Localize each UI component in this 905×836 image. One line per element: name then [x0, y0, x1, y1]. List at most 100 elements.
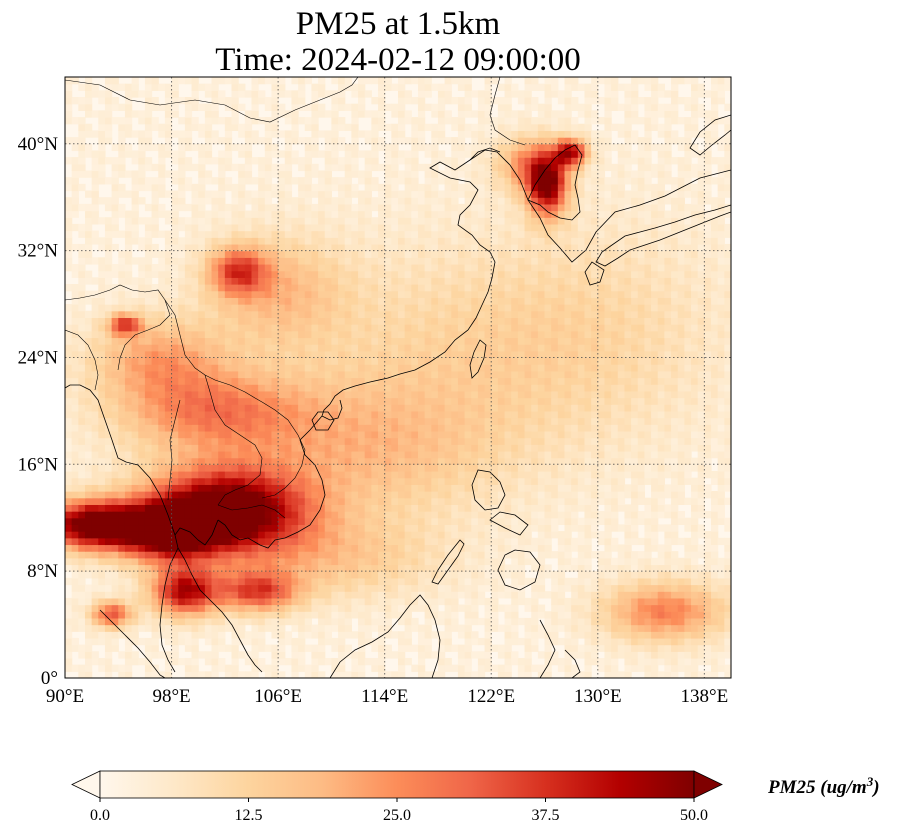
field-cell — [251, 671, 259, 678]
field-cell — [331, 537, 339, 546]
field-cell — [724, 457, 731, 465]
field-cell — [631, 464, 639, 472]
field-cell — [238, 651, 246, 659]
field-cell — [211, 537, 219, 546]
field-cell — [131, 370, 139, 379]
field-cell — [497, 397, 506, 405]
field-cell — [304, 664, 313, 672]
field-cell — [151, 430, 159, 439]
title-line-2: Time: 2024-02-12 09:00:00 — [215, 42, 581, 78]
field-cell — [104, 437, 113, 445]
field-cell — [104, 390, 113, 399]
field-cell — [577, 584, 586, 592]
field-cell — [271, 604, 279, 612]
field-cell — [251, 464, 259, 472]
field-cell — [218, 497, 226, 505]
field-cell — [258, 404, 266, 412]
field-cell — [484, 517, 492, 526]
field-cell — [564, 364, 572, 372]
field-cell — [591, 477, 599, 485]
field-cell — [178, 564, 186, 572]
field-cell — [124, 404, 133, 412]
field-cell — [684, 424, 692, 432]
field-cell — [278, 597, 286, 606]
field-cell — [191, 591, 199, 599]
field-cell — [398, 384, 406, 392]
field-cell — [311, 370, 319, 379]
field-cell — [537, 537, 546, 546]
field-cell — [138, 450, 146, 459]
field-cell — [131, 577, 139, 586]
field-cell — [537, 497, 546, 505]
field-cell — [311, 344, 319, 352]
field-cell — [417, 491, 426, 499]
field-cell — [211, 397, 219, 405]
field-cell — [511, 370, 519, 379]
field-cell — [98, 457, 106, 465]
field-cell — [304, 450, 313, 459]
field-cell — [104, 604, 113, 612]
field-cell — [131, 597, 139, 606]
field-cell — [264, 437, 273, 445]
field-cell — [244, 511, 253, 519]
field-cell — [191, 390, 199, 399]
field-cell — [697, 631, 705, 639]
field-cell — [451, 444, 459, 452]
field-cell — [338, 470, 346, 479]
field-cell — [104, 657, 113, 666]
field-cell — [184, 484, 193, 492]
field-cell — [724, 410, 731, 419]
field-cell — [517, 404, 526, 412]
field-cell — [437, 457, 446, 465]
field-cell — [644, 644, 652, 652]
field-cell — [258, 464, 266, 472]
field-cell — [224, 337, 233, 345]
field-cell — [171, 631, 179, 639]
field-cell — [517, 464, 526, 472]
field-cell — [318, 350, 326, 359]
field-cell — [637, 597, 646, 606]
field-cell — [351, 404, 359, 412]
field-cell — [491, 450, 499, 459]
field-cell — [231, 437, 239, 445]
field-cell — [111, 591, 119, 599]
field-cell — [278, 497, 286, 505]
field-cell — [111, 410, 119, 419]
field-cell — [584, 477, 592, 485]
field-cell — [331, 564, 339, 572]
field-cell — [471, 444, 479, 452]
field-cell — [497, 571, 506, 579]
field-cell — [417, 624, 426, 632]
field-cell — [251, 557, 259, 566]
field-cell — [471, 350, 479, 359]
field-cell — [624, 517, 632, 526]
field-cell — [697, 551, 705, 559]
field-cell — [717, 664, 725, 672]
field-cell — [238, 557, 246, 566]
field-cell — [204, 651, 213, 659]
field-cell — [98, 410, 106, 419]
field-cell — [84, 384, 93, 392]
field-cell — [278, 551, 286, 559]
field-cell — [451, 364, 459, 372]
field-cell — [184, 444, 193, 452]
field-cell — [524, 497, 532, 505]
field-cell — [138, 350, 146, 359]
field-cell — [238, 611, 246, 619]
field-cell — [611, 624, 619, 632]
field-cell — [358, 651, 366, 659]
field-cell — [284, 571, 293, 579]
field-cell — [664, 597, 672, 606]
field-cell — [311, 377, 319, 385]
field-cell — [298, 417, 306, 425]
field-cell — [417, 324, 426, 332]
field-cell — [284, 450, 293, 459]
field-cell — [604, 390, 612, 399]
field-cell — [191, 657, 199, 666]
field-cell — [417, 584, 426, 592]
field-cell — [251, 504, 259, 512]
field-cell — [231, 324, 239, 332]
field-cell — [118, 671, 126, 678]
field-cell — [198, 651, 206, 659]
field-cell — [158, 384, 166, 392]
